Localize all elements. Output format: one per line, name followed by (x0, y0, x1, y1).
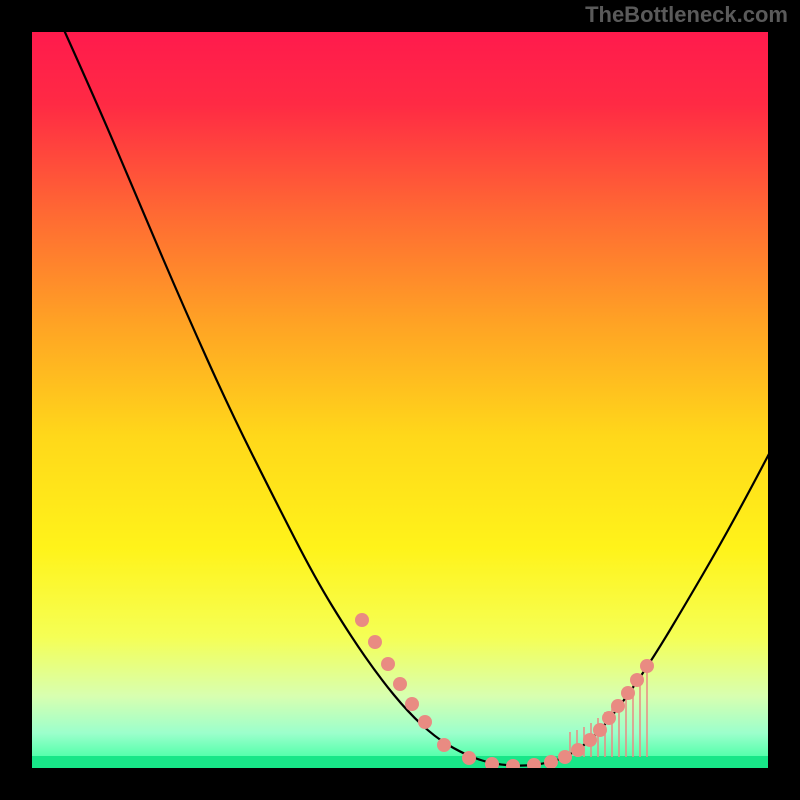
watermark-text: TheBottleneck.com (585, 2, 788, 28)
chart-frame (30, 30, 770, 770)
